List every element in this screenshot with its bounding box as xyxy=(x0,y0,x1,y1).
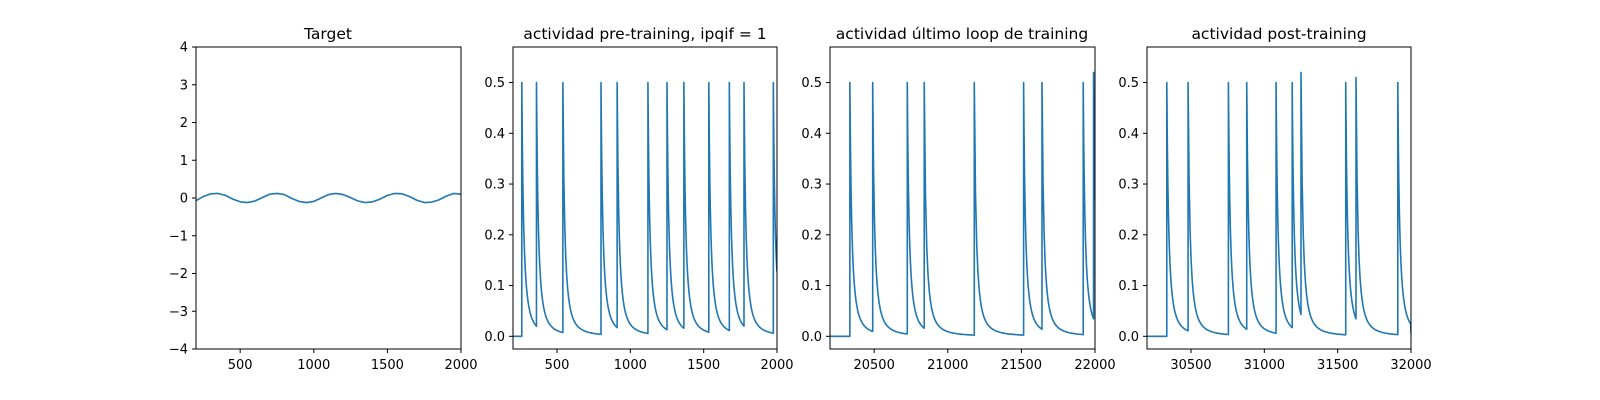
y-tick-label: 0.1 xyxy=(1118,279,1139,294)
y-tick-label: 0.5 xyxy=(801,76,822,91)
y-tick-label: −3 xyxy=(169,305,188,320)
y-tick-label: 0.1 xyxy=(801,279,822,294)
y-tick-label: 0 xyxy=(180,192,188,207)
y-tick-label: 0.2 xyxy=(1118,228,1139,243)
tick-group: 500 1000 1500 2000 0.0 0.1 0.2 0.3 0.4 0.5 xyxy=(484,76,793,373)
tick-group: 30500 31000 31500 32000 0.0 0.1 0.2 0.3 0.4 0.5 xyxy=(1118,76,1431,373)
y-tick-label: 0.3 xyxy=(1118,178,1139,193)
x-tick-label: 2000 xyxy=(760,358,793,373)
axes-frame xyxy=(512,46,778,350)
x-tick-label: 30500 xyxy=(1170,358,1211,373)
y-tick-label: −2 xyxy=(169,267,188,282)
panel-last-training-loop: actividad último loop de training 20500 2… xyxy=(801,25,1115,373)
x-tick-label: 1000 xyxy=(614,358,647,373)
x-tick-label: 2000 xyxy=(444,358,477,373)
y-tick-label: 3 xyxy=(180,78,188,93)
y-tick-label: 0.5 xyxy=(484,76,505,91)
y-tick-label: 0.3 xyxy=(484,178,505,193)
y-tick-label: 0.2 xyxy=(484,228,505,243)
y-tick-label: 1 xyxy=(180,154,188,169)
x-tick-label: 21000 xyxy=(927,358,968,373)
series-line xyxy=(830,71,1095,338)
series-line xyxy=(1147,71,1411,338)
axes-frame xyxy=(1146,46,1412,350)
x-tick-label: 1000 xyxy=(297,358,330,373)
y-tick-label: 0.4 xyxy=(801,127,822,142)
x-tick-label: 20500 xyxy=(853,358,894,373)
y-tick-label: 2 xyxy=(180,116,188,131)
y-tick-label: −1 xyxy=(169,229,188,244)
plot-area xyxy=(513,81,777,338)
x-tick-label: 21500 xyxy=(1001,358,1042,373)
x-tick-label: 1500 xyxy=(371,358,404,373)
x-tick-label: 1500 xyxy=(687,358,720,373)
plot-area xyxy=(196,192,461,204)
y-tick-label: −4 xyxy=(169,343,188,358)
panel-title: actividad post-training xyxy=(1191,25,1366,43)
tick-group: 500 1000 1500 2000 −4 −3 −2 −1 0 1 2 3 4 xyxy=(169,41,478,374)
axes-frame xyxy=(829,46,1096,350)
y-tick-label: 0.4 xyxy=(1118,127,1139,142)
tick-group: 20500 21000 21500 22000 0.0 0.1 0.2 0.3 0.4 0.5 xyxy=(801,76,1115,373)
x-tick-label: 32000 xyxy=(1390,358,1431,373)
y-tick-label: 0.0 xyxy=(1118,330,1139,345)
y-tick-label: 0.1 xyxy=(484,279,505,294)
panel-target: Target 500 1000 1500 2000 −4 −3 −2 −1 0 1 2 3 4 xyxy=(169,25,478,373)
y-tick-label: 0.2 xyxy=(801,228,822,243)
x-tick-label: 500 xyxy=(545,358,570,373)
panel-post-training: actividad post-training 30500 31000 31500 3… xyxy=(1118,25,1431,373)
series-line xyxy=(513,81,777,338)
y-tick-label: 0.3 xyxy=(801,178,822,193)
x-tick-label: 500 xyxy=(228,358,253,373)
y-tick-label: 0.5 xyxy=(1118,76,1139,91)
panel-title: Target xyxy=(303,25,352,43)
y-tick-label: 0.0 xyxy=(801,330,822,345)
y-tick-label: 0.4 xyxy=(484,127,505,142)
y-tick-label: 0.0 xyxy=(484,330,505,345)
panel-title: actividad pre-training, ipqif = 1 xyxy=(523,25,766,43)
plot-area xyxy=(1147,71,1411,338)
y-tick-label: 4 xyxy=(180,41,188,56)
x-tick-label: 22000 xyxy=(1074,358,1115,373)
x-tick-label: 31000 xyxy=(1244,358,1285,373)
panel-title: actividad último loop de training xyxy=(836,25,1088,43)
panel-pre-training: actividad pre-training, ipqif = 1 500 100… xyxy=(484,25,793,373)
series-line xyxy=(196,192,461,204)
x-tick-label: 31500 xyxy=(1317,358,1358,373)
plot-area xyxy=(830,71,1095,338)
